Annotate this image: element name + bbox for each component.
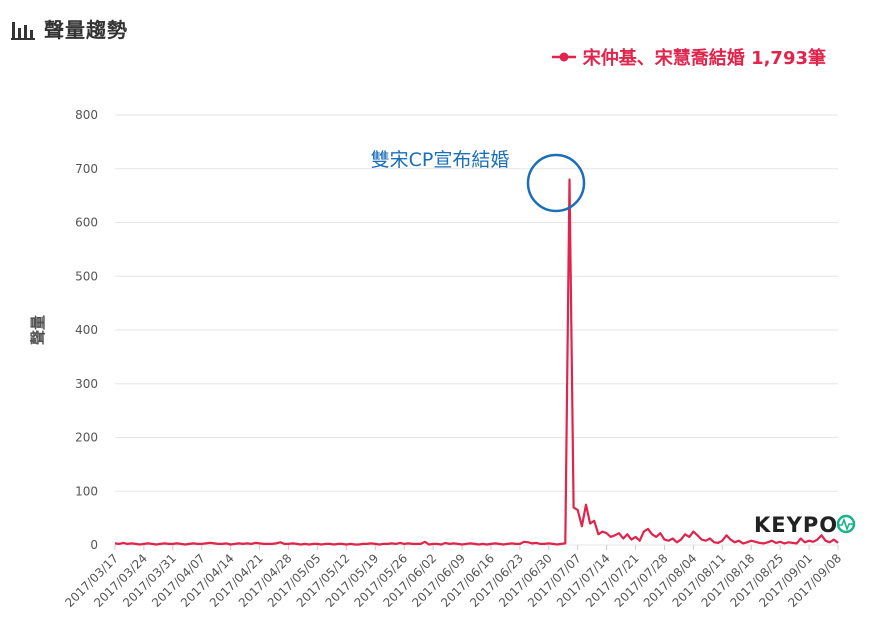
legend-label: 宋仲基、宋慧喬結婚 1,793筆	[582, 48, 826, 69]
keypo-pulse-icon	[836, 514, 856, 534]
y-tick-label: 200	[75, 431, 98, 445]
annotation-label: 雙宋CP宣布結婚	[371, 149, 510, 171]
y-tick-label: 500	[75, 269, 98, 283]
y-tick-label: 0	[90, 538, 98, 552]
bar-chart-icon	[11, 21, 35, 40]
grid-lines	[115, 114, 838, 546]
y-tick-label: 100	[75, 484, 98, 498]
keypo-logo: KEYPO	[754, 513, 856, 537]
y-axis-label: 聲量	[29, 315, 47, 345]
series-line-0	[114, 178, 839, 546]
chart-legend[interactable]: 宋仲基、宋慧喬結婚 1,793筆	[551, 44, 826, 70]
y-tick-label: 700	[75, 162, 98, 176]
x-tick-labels: 2017/03/172017/03/242017/03/312017/04/07…	[62, 545, 844, 610]
keypo-logo-text: KEYPO	[754, 513, 838, 537]
chart-header: 聲量趨勢	[10, 14, 128, 43]
y-tick-label: 400	[75, 323, 98, 337]
y-tick-label: 300	[75, 377, 98, 391]
annotation-circle	[526, 153, 586, 213]
y-tick-label: 800	[75, 108, 98, 122]
page-title: 聲量趨勢	[44, 18, 128, 42]
y-tick-label: 600	[75, 216, 98, 230]
legend-marker-icon	[551, 52, 576, 62]
y-tick-labels: 0 100 200 300 400 500 600 700 800	[75, 108, 98, 552]
